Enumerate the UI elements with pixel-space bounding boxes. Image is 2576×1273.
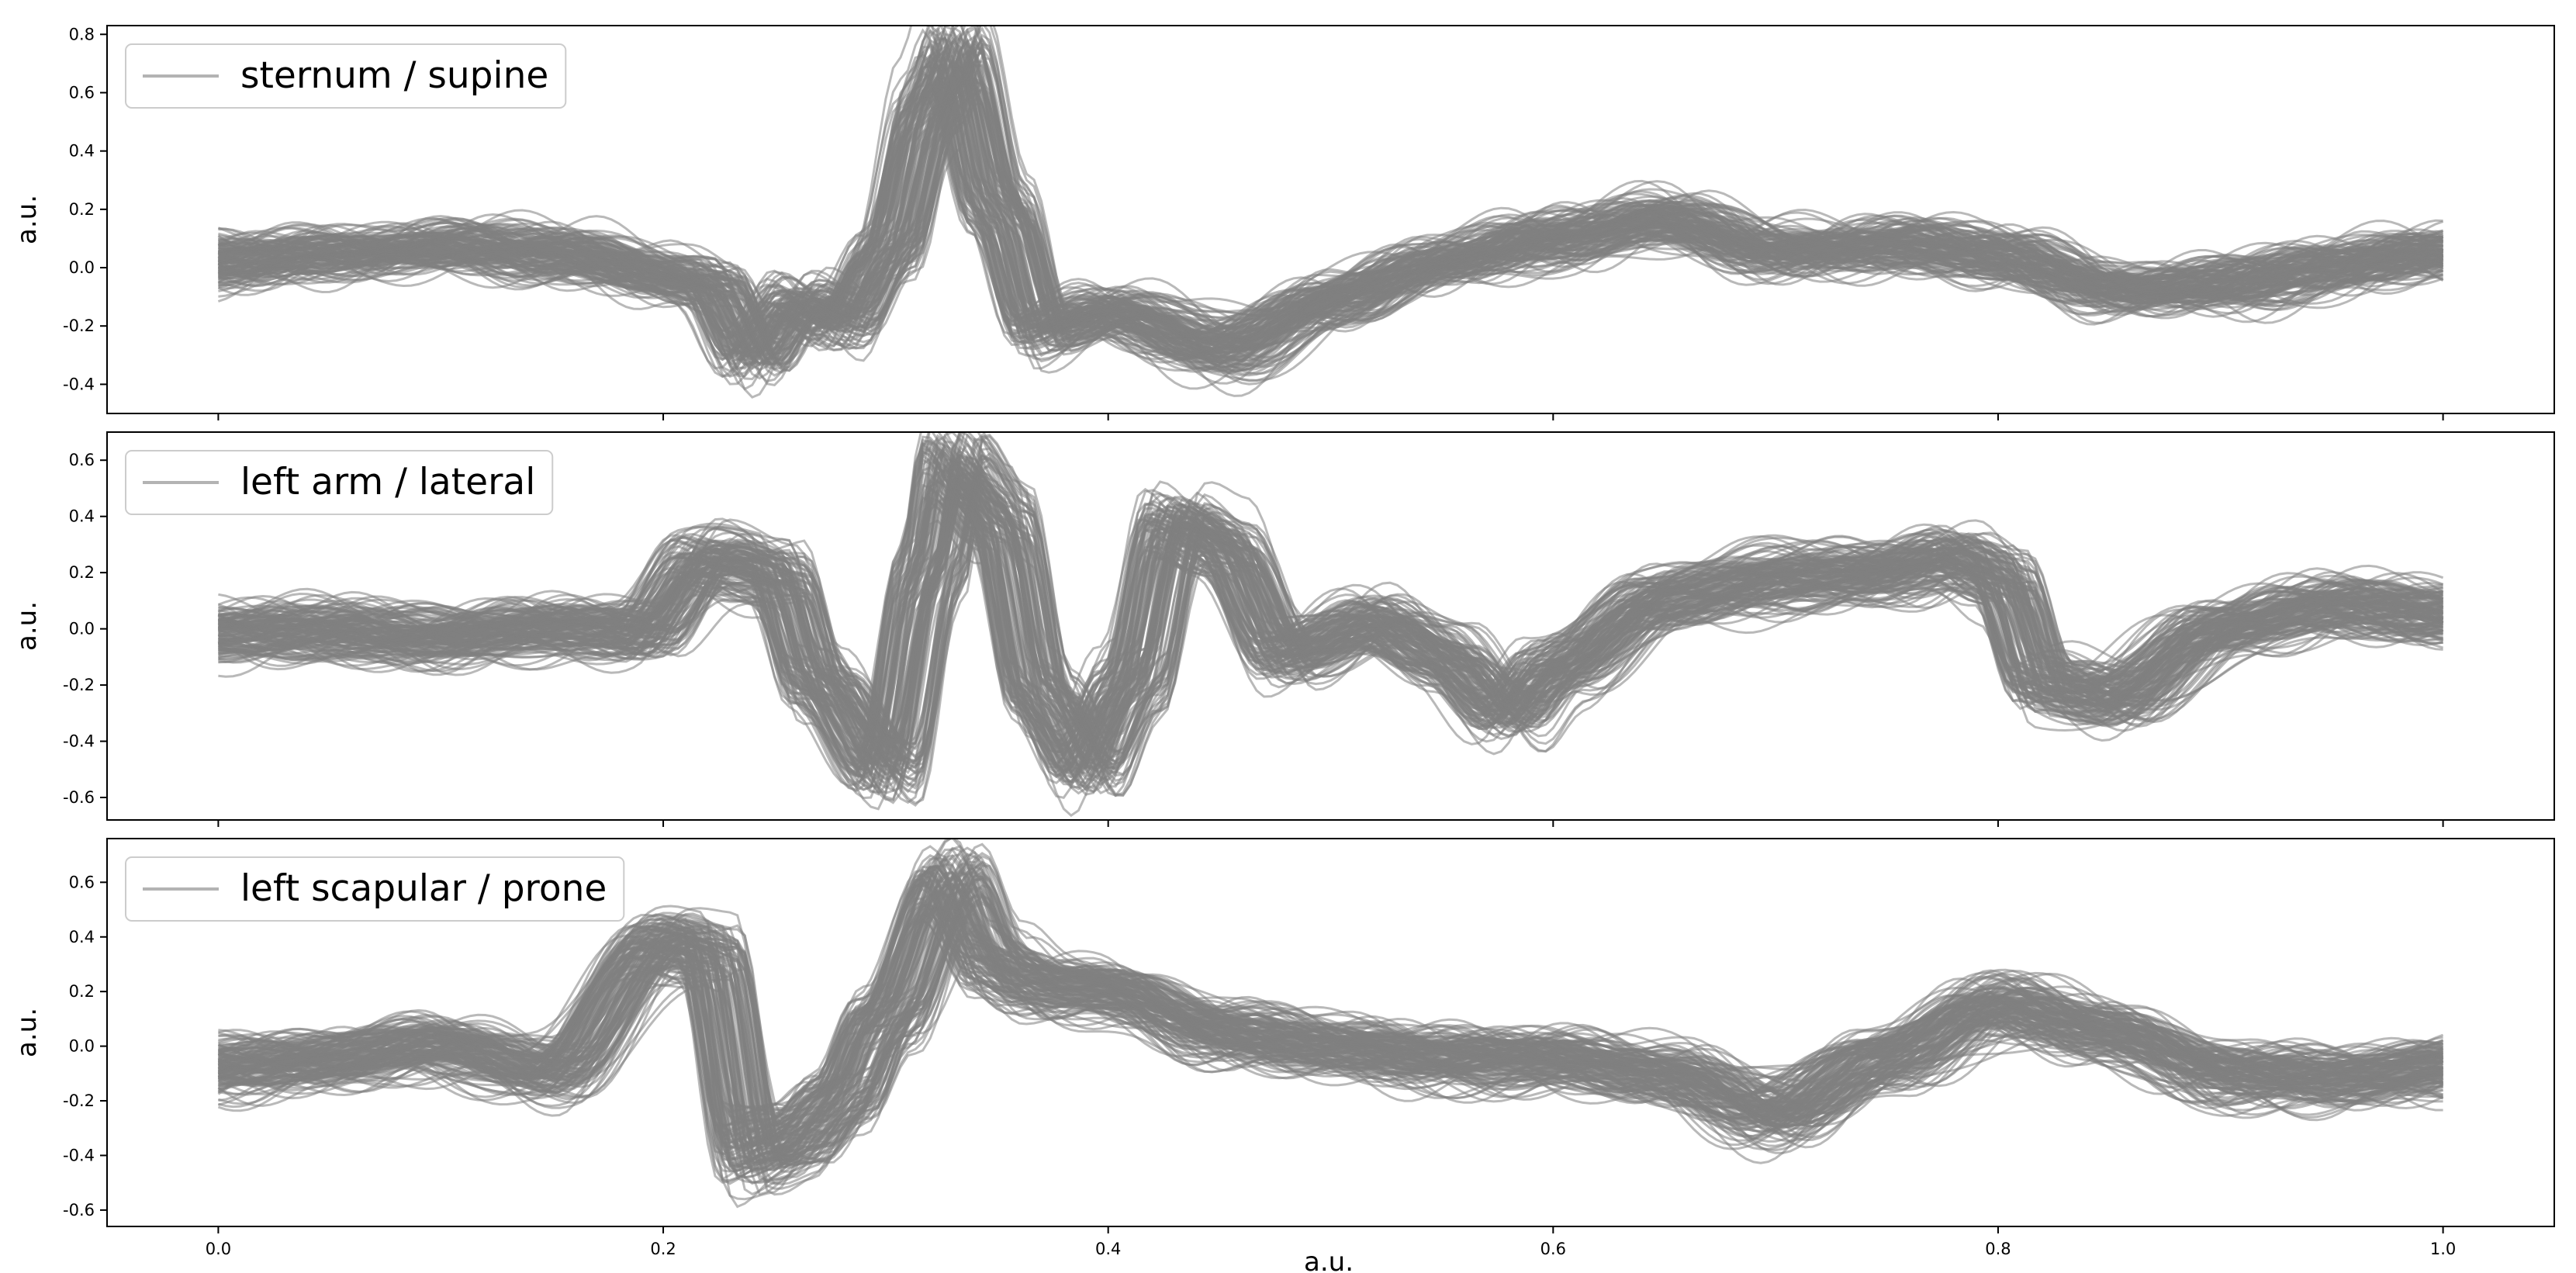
axes-frame xyxy=(106,838,2555,1227)
trace-line xyxy=(218,881,2443,1172)
y-tick-label: -0.6 xyxy=(63,1201,95,1219)
trace-line xyxy=(218,65,2443,368)
y-tick-label: -0.4 xyxy=(63,375,95,393)
trace-line xyxy=(218,435,2444,759)
trace-line xyxy=(218,480,2443,786)
axes-frame xyxy=(106,431,2555,821)
y-tick-label: 0.0 xyxy=(69,258,95,277)
x-tick-label: 0.6 xyxy=(1540,1240,1566,1258)
trace-line xyxy=(218,432,2443,763)
trace-line xyxy=(218,61,2443,339)
subplot-1: -0.4 -0.2 0.0 0.2 0.4 0.6 0.8 a.u. sternum / sup… xyxy=(12,25,2555,420)
y-axis-label: a.u. xyxy=(12,195,43,244)
y-axis-label: a.u. xyxy=(12,601,43,651)
trace-line xyxy=(218,884,2443,1166)
trace-line xyxy=(218,878,2443,1165)
x-tick-label: 0.4 xyxy=(1095,1240,1121,1258)
trace-line xyxy=(217,937,2443,1145)
y-tick-label: -0.2 xyxy=(63,317,95,335)
y-tick-label: 0.2 xyxy=(69,563,95,582)
trace-line xyxy=(218,39,2443,386)
legend-label: left scapular / prone xyxy=(240,867,607,910)
y-tick-label: 0.8 xyxy=(69,25,95,43)
trace-line xyxy=(218,894,2443,1185)
y-tick-label: 0.6 xyxy=(69,83,95,102)
legend: sternum / supine xyxy=(125,43,567,109)
x-tick-label: 0.2 xyxy=(650,1240,676,1258)
trace-line xyxy=(218,902,2443,1155)
trace-line xyxy=(218,919,2443,1156)
trace-line xyxy=(218,461,2444,771)
x-tick-label: 1.0 xyxy=(2430,1240,2456,1258)
y-tick-label: 0.0 xyxy=(69,620,95,638)
trace-line xyxy=(218,496,2443,773)
trace-line xyxy=(217,434,2443,766)
y-axis-label: a.u. xyxy=(12,1008,43,1057)
subplot-3: 0.0 0.2 0.4 0.6 0.8 1.0 -0.6 -0.4 -0.2 0.0 0.2 0.4 0… xyxy=(12,838,2555,1258)
trace-line xyxy=(218,80,2443,359)
y-tick-label: -0.6 xyxy=(63,788,95,807)
trace-line xyxy=(218,462,2443,805)
axes-frame xyxy=(106,25,2555,414)
y-tick-label: 0.4 xyxy=(69,928,95,946)
y-tick-label: -0.4 xyxy=(63,732,95,751)
trace-line xyxy=(218,79,2443,340)
legend: left scapular / prone xyxy=(125,856,625,922)
legend-box xyxy=(125,856,625,922)
trace-line xyxy=(218,36,2443,374)
legend-label: sternum / supine xyxy=(240,54,548,97)
y-tick-label: 0.2 xyxy=(69,200,95,219)
trace-line xyxy=(217,877,2443,1147)
trace-ensemble xyxy=(217,839,2444,1209)
y-tick-label: 0.0 xyxy=(69,1037,95,1056)
trace-ensemble xyxy=(217,432,2444,818)
x-tick-label: 0.8 xyxy=(1985,1240,2011,1258)
y-tick-label: 0.4 xyxy=(69,142,95,161)
legend-label: left arm / lateral xyxy=(240,461,535,503)
y-tick-label: 0.2 xyxy=(69,982,95,1001)
y-tick-label: 0.4 xyxy=(69,507,95,526)
trace-ensemble xyxy=(217,26,2444,399)
y-tick-label: 0.6 xyxy=(69,451,95,469)
y-tick-label: 0.6 xyxy=(69,873,95,891)
trace-line xyxy=(218,854,2443,1159)
y-tick-label: -0.4 xyxy=(63,1146,95,1164)
legend: left arm / lateral xyxy=(125,450,554,515)
trace-line xyxy=(218,46,2444,378)
trace-line xyxy=(217,906,2444,1135)
y-tick-label: -0.2 xyxy=(63,1091,95,1110)
trace-line xyxy=(218,895,2444,1129)
trace-line xyxy=(218,851,2443,1157)
y-tick-label: -0.2 xyxy=(63,676,95,694)
trace-line xyxy=(217,904,2444,1117)
legend-box xyxy=(125,450,554,515)
x-tick-label: 0.0 xyxy=(206,1240,231,1258)
x-axis-label: a.u. xyxy=(1304,1247,1354,1273)
legend-box xyxy=(125,43,567,109)
subplot-2: -0.6 -0.4 -0.2 0.0 0.2 0.4 0.6 a.u. left arm / l… xyxy=(12,431,2555,827)
subplots: -0.4 -0.2 0.0 0.2 0.4 0.6 0.8 a.u. sternum / sup… xyxy=(12,25,2555,1258)
